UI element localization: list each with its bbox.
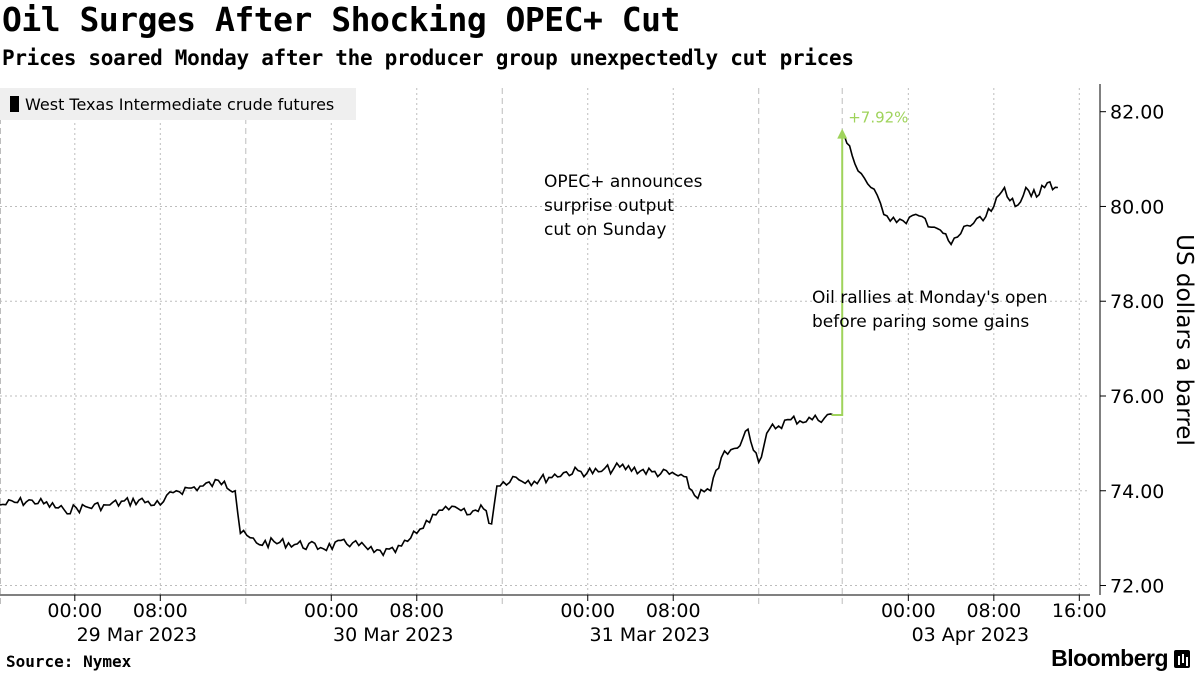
wti-price-line [0, 135, 1058, 557]
x-tick-label-6: 00:00 [881, 600, 936, 622]
annotation-opec-announcement: OPEC+ announces surprise output cut on S… [544, 172, 703, 240]
x-date-label-4: 31 Mar 2023 [590, 624, 710, 646]
y-tick-label-4: 80.00 [1110, 196, 1164, 218]
x-date-label-2: 30 Mar 2023 [333, 624, 453, 646]
x-tick-label-8: 16:00 [1052, 600, 1107, 622]
terminal-icon [1174, 649, 1190, 668]
gap-highlight-line [831, 136, 844, 416]
y-tick-label-1: 74.00 [1110, 481, 1164, 503]
annotation-monday-rally: Oil rallies at Monday's open before pari… [812, 288, 1048, 332]
x-tick-label-0: 00:00 [47, 600, 102, 622]
legend-label: West Texas Intermediate crude futures [25, 94, 335, 114]
x-tick-label-1: 08:00 [133, 600, 188, 622]
y-tick-label-5: 82.00 [1110, 102, 1164, 124]
y-axis-title: US dollars a barrel [1171, 234, 1197, 446]
x-tick-label-2: 00:00 [304, 600, 359, 622]
x-date-label-0: 29 Mar 2023 [77, 624, 197, 646]
y-tick-label-3: 78.00 [1110, 291, 1164, 313]
chart-title: Oil Surges After Shocking OPEC+ Cut [2, 0, 680, 39]
brand-logo: Bloomberg [1051, 645, 1190, 672]
legend-swatch [10, 96, 19, 112]
y-tick-label-2: 76.00 [1110, 386, 1164, 408]
x-tick-label-3: 08:00 [389, 600, 444, 622]
x-tick-label-7: 08:00 [966, 600, 1021, 622]
source-note: Source: Nymex [6, 652, 132, 671]
x-tick-label-5: 08:00 [646, 600, 701, 622]
x-date-label-6: 03 Apr 2023 [912, 624, 1029, 646]
y-tick-label-0: 72.00 [1110, 576, 1164, 598]
chart-subtitle: Prices soared Monday after the producer … [2, 46, 854, 70]
brand-name: Bloomberg [1051, 645, 1168, 671]
gap-change-label: +7.92% [848, 109, 908, 127]
gap-highlight-arrow [837, 128, 848, 139]
chart-legend: West Texas Intermediate crude futures [0, 88, 356, 120]
x-tick-label-4: 00:00 [560, 600, 615, 622]
